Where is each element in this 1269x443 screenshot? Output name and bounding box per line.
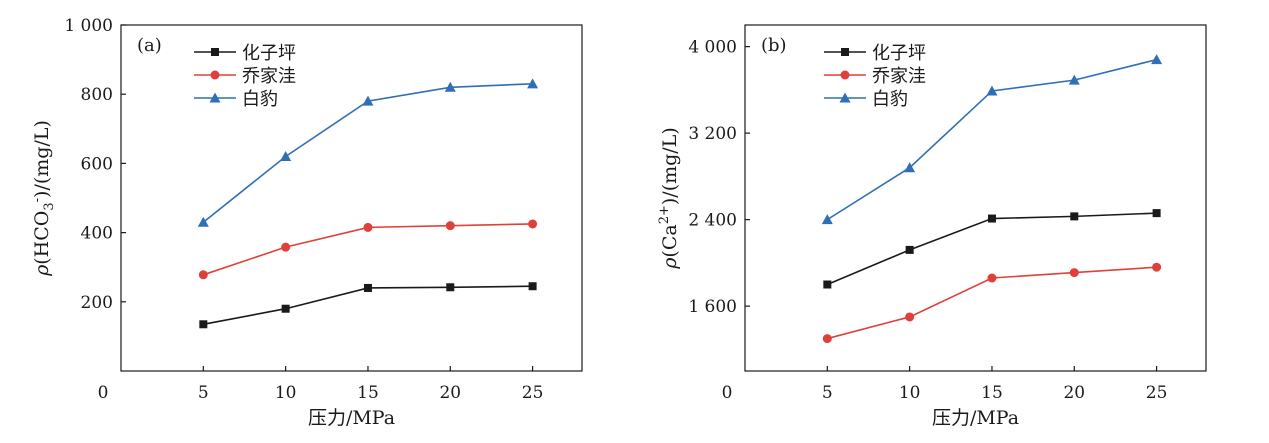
legend-marker	[840, 70, 850, 80]
x-tick-label: 25	[522, 383, 544, 403]
legend-entry: 化子坪	[824, 43, 926, 64]
legend-label: 白豹	[872, 89, 908, 110]
data-point	[904, 162, 916, 173]
y-axis-title: ρ(HCO3-)/(mg/L)	[30, 120, 57, 277]
data-point	[528, 219, 538, 229]
y-axis-title: ρ(Ca2+)/(mg/L)	[657, 127, 681, 270]
legend-entry: 乔家洼	[824, 66, 926, 87]
legend-marker	[209, 92, 221, 103]
data-point	[198, 270, 208, 280]
plot-frame	[120, 24, 583, 372]
series-2	[198, 219, 538, 280]
y-tick-label: 4 000	[688, 38, 737, 58]
data-point	[444, 81, 456, 92]
data-point	[1152, 209, 1161, 218]
x-tick-label: 25	[1146, 383, 1168, 403]
legend-entry: 白豹	[824, 89, 908, 110]
y-tick-label: 800	[81, 85, 113, 105]
y-tick-label: 1 000	[64, 16, 113, 36]
data-point	[1069, 268, 1079, 278]
chart-panel-1: 0 5 10 15 20 25 200 400 600 800 1 000 压力/MPa ρ(HCO3-…	[30, 16, 583, 429]
data-point	[281, 242, 291, 252]
x-tick-label: 20	[439, 383, 461, 403]
data-point	[362, 95, 374, 106]
data-point	[197, 216, 209, 227]
data-point	[363, 222, 373, 232]
legend-label: 白豹	[242, 89, 278, 110]
data-point	[823, 280, 832, 289]
y-tick-label: 1 600	[688, 297, 737, 317]
data-point	[987, 273, 997, 283]
y-tick-label: 3 200	[688, 124, 737, 144]
legend-entry: 化子坪	[194, 43, 296, 64]
x-tick-label: 5	[822, 383, 833, 403]
plot-frame	[744, 24, 1207, 372]
panel-label: (b)	[761, 35, 787, 56]
data-point	[446, 283, 455, 292]
series-1	[823, 209, 1161, 289]
x-axis-title: 压力/MPa	[308, 407, 395, 429]
data-point	[527, 78, 539, 89]
data-point	[1151, 54, 1163, 65]
x-tick-label: 0	[722, 383, 733, 403]
data-point	[822, 334, 832, 344]
legend-label: 乔家洼	[242, 66, 296, 87]
legend-entry: 乔家洼	[194, 66, 296, 87]
legend-entry: 白豹	[194, 89, 278, 110]
x-tick-label: 10	[275, 383, 297, 403]
y-tick-label: 600	[81, 154, 113, 174]
panel-label: (a)	[137, 35, 162, 56]
x-tick-label: 10	[899, 383, 921, 403]
data-point	[1152, 262, 1162, 272]
data-point	[986, 85, 998, 96]
data-point	[528, 282, 537, 291]
x-tick-label: 15	[357, 383, 379, 403]
data-point	[445, 221, 455, 231]
legend-marker	[210, 70, 220, 80]
y-tick-label: 200	[81, 293, 113, 313]
data-point	[199, 320, 208, 329]
x-tick-label: 5	[198, 383, 209, 403]
data-point	[1068, 74, 1080, 85]
data-point	[987, 214, 996, 223]
legend-label: 化子坪	[872, 43, 926, 64]
x-axis-title: 压力/MPa	[932, 407, 1019, 429]
legend-label: 化子坪	[242, 43, 296, 64]
x-tick-label: 0	[98, 383, 109, 403]
legend-marker	[211, 48, 219, 56]
x-tick-label: 15	[981, 383, 1003, 403]
data-point	[281, 304, 290, 313]
series-3	[197, 78, 539, 227]
y-tick-label: 2 400	[688, 211, 737, 231]
data-point	[821, 214, 833, 225]
y-tick-label: 400	[81, 224, 113, 244]
data-point	[905, 245, 914, 254]
legend-marker	[839, 92, 851, 103]
x-tick-label: 20	[1063, 383, 1085, 403]
series-2	[822, 262, 1162, 344]
data-point	[363, 283, 372, 292]
data-point	[1070, 212, 1079, 221]
data-point	[280, 150, 292, 161]
chart-panel-2: 0 5 10 15 20 25 1 600 2 400 3 200 4 000 压力/MPa ρ(Ca…	[657, 24, 1207, 429]
series-3	[821, 54, 1163, 225]
legend-label: 乔家洼	[872, 66, 926, 87]
data-point	[905, 312, 915, 322]
legend-marker	[841, 48, 849, 56]
series-1	[199, 282, 537, 329]
